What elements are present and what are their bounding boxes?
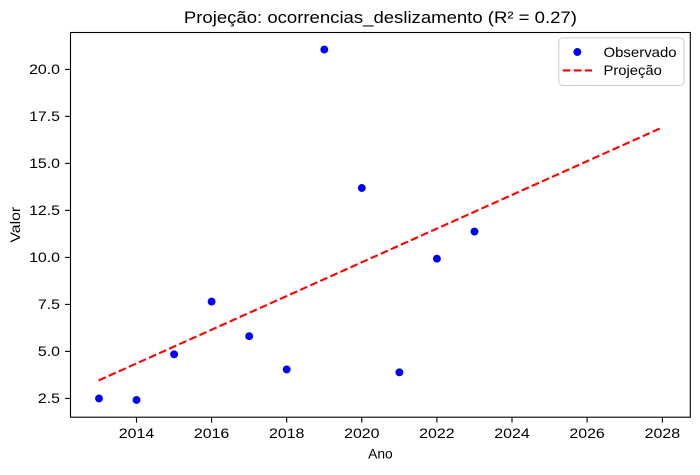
svg-text:2022: 2022 <box>419 425 455 441</box>
svg-text:20.0: 20.0 <box>29 61 60 77</box>
svg-text:2026: 2026 <box>569 425 605 441</box>
svg-text:Valor: Valor <box>7 206 23 242</box>
svg-text:15.0: 15.0 <box>29 155 60 171</box>
svg-text:2016: 2016 <box>194 425 230 441</box>
svg-text:Projeção: ocorrencias_deslizam: Projeção: ocorrencias_deslizamento (R² =… <box>184 8 577 27</box>
svg-text:17.5: 17.5 <box>29 108 60 124</box>
svg-text:5.0: 5.0 <box>38 343 60 359</box>
svg-text:2018: 2018 <box>269 425 305 441</box>
svg-text:2020: 2020 <box>344 425 380 441</box>
svg-text:7.5: 7.5 <box>38 296 60 312</box>
svg-text:2.5: 2.5 <box>38 390 60 406</box>
svg-text:Ano: Ano <box>368 445 393 461</box>
svg-text:10.0: 10.0 <box>29 249 60 265</box>
svg-text:Observado: Observado <box>604 44 677 60</box>
svg-text:2028: 2028 <box>645 425 681 441</box>
svg-text:2024: 2024 <box>494 425 530 441</box>
svg-text:Projeção: Projeção <box>604 62 663 78</box>
svg-text:2014: 2014 <box>119 425 155 441</box>
svg-text:12.5: 12.5 <box>29 202 60 218</box>
